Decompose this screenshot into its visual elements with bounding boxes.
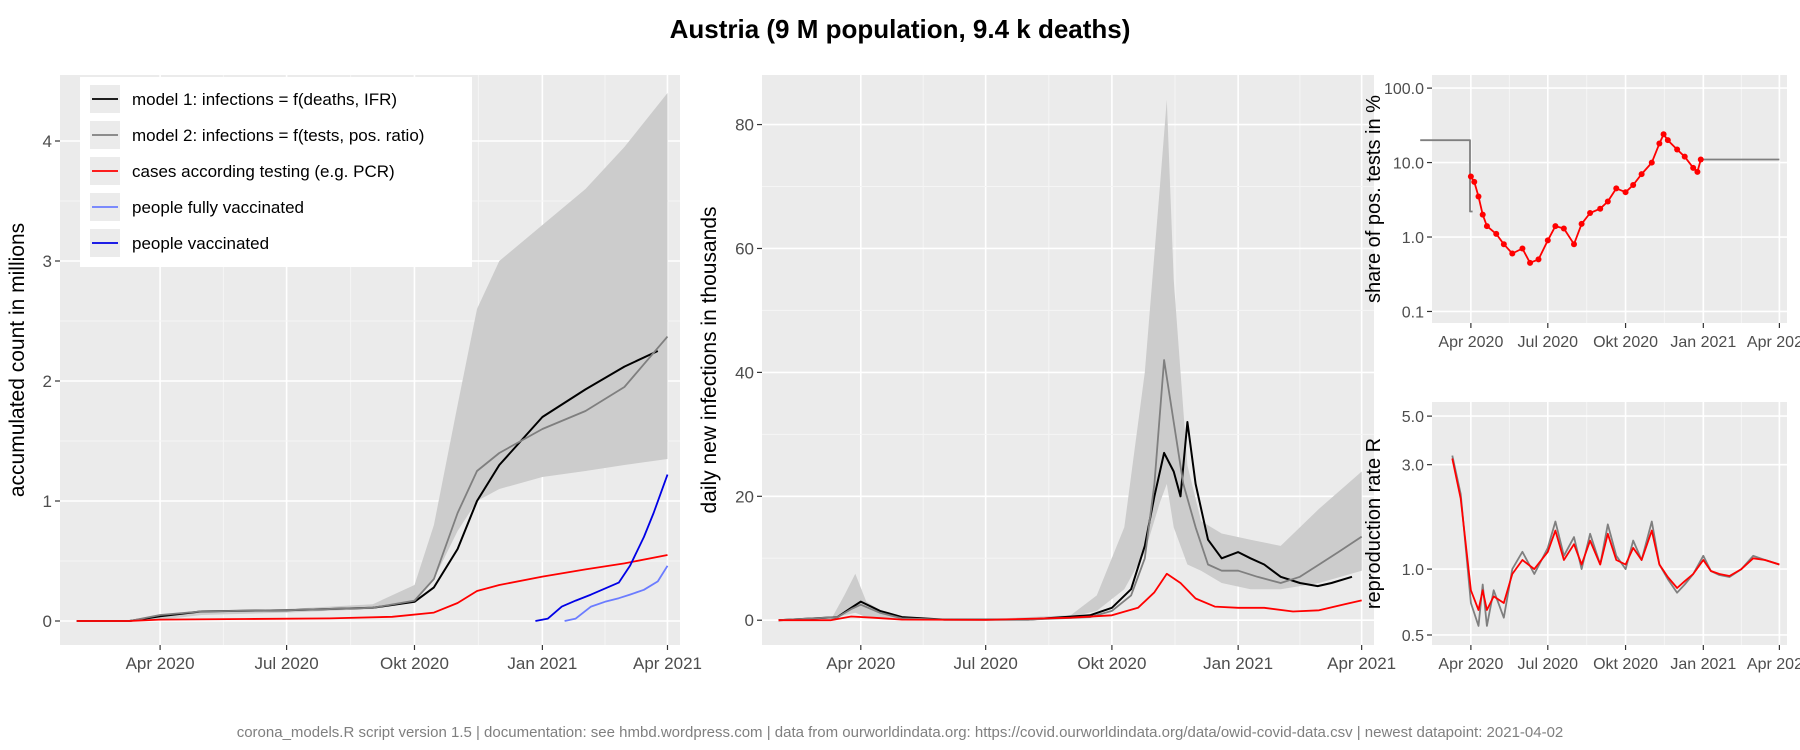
legend-label-fully_vaccinated: people fully vaccinated	[132, 198, 304, 217]
chart-pos_share: Apr 2020 Jul 2020 Okt 2020 Jan 2021 Apr 2021…	[1363, 75, 1800, 351]
x-tick-label: Apr 2021	[1327, 654, 1396, 673]
series-point-cases	[1681, 153, 1688, 160]
series-point-cases	[1630, 181, 1637, 188]
series-point-cases	[1527, 259, 1534, 266]
series-point-cases	[1544, 237, 1551, 244]
series-point-cases	[1674, 146, 1681, 153]
series-point-cases	[1552, 223, 1559, 230]
y-tick-label: 100.0	[1384, 81, 1424, 98]
y-axis-label: daily new infections in thousands	[698, 206, 721, 513]
series-point-cases	[1483, 223, 1490, 230]
y-tick-label: 0	[745, 611, 754, 630]
y-tick-label: 0.1	[1402, 304, 1424, 321]
legend-label-cases: cases according testing (e.g. PCR)	[132, 162, 395, 181]
series-point-cases	[1694, 168, 1701, 175]
legend-label-model1: model 1: infections = f(deaths, IFR)	[132, 90, 397, 109]
chart-accumulated: Apr 2020 Jul 2020 Okt 2020 Jan 2021 Apr 2021…	[6, 75, 702, 673]
x-tick-label: Okt 2020	[1593, 334, 1658, 351]
x-tick-label: Apr 2020	[826, 654, 895, 673]
x-tick-label: Jan 2021	[1670, 334, 1736, 351]
series-line-model2	[76, 336, 669, 622]
series-point-cases	[1604, 198, 1611, 205]
y-tick-label: 5.0	[1402, 409, 1424, 426]
y-tick-label: 1.0	[1402, 230, 1424, 247]
x-tick-label: Okt 2020	[1593, 656, 1658, 673]
x-tick-label: Okt 2020	[380, 654, 449, 673]
y-tick-label: 4	[43, 132, 52, 151]
x-tick-label: Jan 2021	[1670, 656, 1736, 673]
y-tick-label: 0	[43, 612, 52, 631]
y-tick-label: 1	[43, 492, 52, 511]
x-tick-label: Jul 2020	[254, 654, 318, 673]
x-tick-label: Okt 2020	[1077, 654, 1146, 673]
x-tick-label: Jul 2020	[1518, 656, 1579, 673]
x-tick-label: Jul 2020	[954, 654, 1018, 673]
x-tick-label: Apr 2021	[1747, 334, 1800, 351]
y-tick-label: 0.5	[1402, 628, 1424, 645]
y-tick-label: 2	[43, 372, 52, 391]
y-tick-label: 10.0	[1393, 156, 1424, 173]
series-point-cases	[1613, 185, 1620, 192]
x-tick-label: Jul 2020	[1518, 334, 1579, 351]
y-tick-label: 3	[43, 252, 52, 271]
x-tick-label: Jan 2021	[507, 654, 577, 673]
y-tick-label: 60	[735, 239, 754, 258]
chart-r_rate: Apr 2020 Jul 2020 Okt 2020 Jan 2021 Apr 2021…	[1363, 402, 1800, 673]
x-tick-label: Apr 2021	[633, 654, 702, 673]
series-point-cases	[1597, 205, 1604, 212]
series-line-cases	[778, 572, 1362, 622]
series-point-cases	[1587, 210, 1594, 217]
series-point-cases	[1475, 193, 1482, 200]
y-tick-label: 40	[735, 363, 754, 382]
x-tick-label: Apr 2021	[1747, 656, 1800, 673]
series-line-cases	[1451, 458, 1780, 611]
y-axis-label: accumulated count in millions	[6, 223, 29, 497]
series-point-cases	[1660, 131, 1667, 138]
y-tick-label: 20	[735, 487, 754, 506]
series-point-cases	[1500, 241, 1507, 248]
series-point-cases	[1471, 178, 1478, 185]
uncertainty-band	[778, 99, 1362, 621]
y-axis-label: reproduction rate R	[1363, 438, 1385, 609]
y-axis-label: share of pos. tests in %	[1363, 95, 1385, 303]
series-point-cases	[1638, 171, 1645, 178]
series-line-fully_vaccinated	[564, 565, 669, 622]
series-point-cases	[1571, 241, 1577, 248]
source-caption: corona_models.R script version 1.5 | doc…	[236, 724, 1564, 741]
series-point-cases	[1664, 137, 1671, 144]
series-point-cases	[1560, 225, 1567, 232]
x-tick-label: Apr 2020	[1438, 656, 1503, 673]
uncertainty-band	[76, 93, 668, 621]
legend-box	[80, 77, 472, 267]
series-point-cases	[1648, 159, 1655, 166]
series-point-cases	[1493, 230, 1500, 237]
series-line-vaccinated	[535, 474, 669, 622]
legend-label-model2: model 2: infections = f(tests, pos. rati…	[132, 126, 424, 145]
y-tick-label: 80	[735, 116, 754, 135]
chart-title: Austria (9 M population, 9.4 k deaths)	[669, 14, 1131, 44]
series-line-model2	[778, 359, 1363, 622]
x-tick-label: Apr 2020	[126, 654, 195, 673]
series-point-cases	[1690, 164, 1697, 171]
x-tick-label: Apr 2020	[1438, 334, 1503, 351]
series-line-cases	[76, 554, 668, 622]
y-tick-label: 1.0	[1402, 562, 1424, 579]
series-point-cases	[1467, 173, 1474, 180]
x-tick-label: Jan 2021	[1203, 654, 1273, 673]
legend-label-vaccinated: people vaccinated	[132, 234, 269, 253]
series-point-cases	[1578, 220, 1585, 227]
series-point-cases	[1519, 245, 1526, 252]
series-point-cases	[1479, 211, 1486, 218]
series-point-cases	[1656, 140, 1663, 147]
series-point-cases	[1697, 156, 1704, 163]
y-tick-label: 3.0	[1402, 458, 1424, 475]
series-point-cases	[1535, 256, 1542, 263]
series-point-cases	[1509, 250, 1516, 257]
series-line-model1	[778, 421, 1353, 622]
chart-daily: Apr 2020 Jul 2020 Okt 2020 Jan 2021 Apr 2021…	[698, 75, 1396, 673]
series-point-cases	[1622, 189, 1629, 196]
